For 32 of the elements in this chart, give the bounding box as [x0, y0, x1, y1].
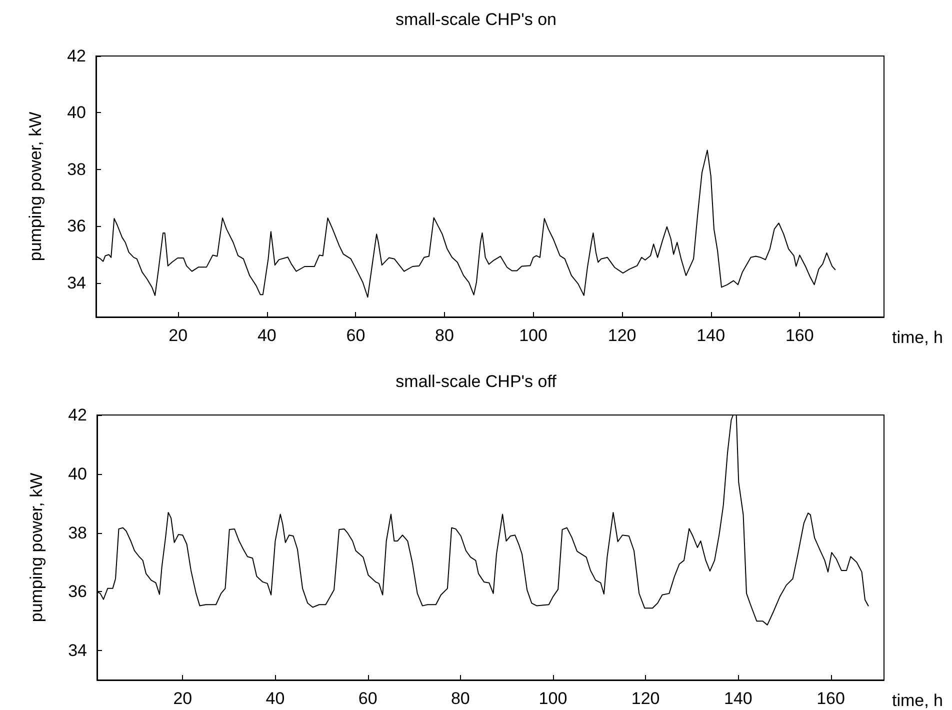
x-tick-label: 120: [608, 326, 636, 345]
y-axis-title: pumping power, kW: [26, 112, 45, 262]
x-tick-label: 20: [173, 689, 192, 708]
x-axis-title: time, h: [892, 328, 944, 347]
y-tick-label: 38: [67, 160, 86, 179]
x-tick-label: 140: [696, 326, 726, 345]
chart-title: small-scale CHP's on: [395, 10, 557, 29]
x-tick-label: 80: [450, 689, 470, 708]
x-tick-label: 120: [631, 689, 660, 708]
y-tick-label: 40: [68, 464, 87, 484]
chart-title: small-scale CHP's off: [396, 372, 557, 391]
x-tick-label: 160: [785, 326, 814, 345]
y-tick-label: 36: [67, 216, 86, 236]
y-tick-label: 42: [68, 406, 87, 424]
x-tick-label: 60: [358, 689, 378, 708]
x-tick-label: 100: [538, 689, 568, 708]
y-tick-label: 36: [68, 582, 87, 602]
y-tick-label: 34: [67, 273, 86, 292]
y-tick-label: 38: [68, 523, 87, 542]
y-tick-label: 42: [67, 46, 86, 66]
x-axis-title: time, h: [892, 691, 944, 710]
x-tick-label: 100: [519, 326, 548, 345]
y-tick-label: 40: [67, 103, 86, 122]
y-axis-title: pumping power, kW: [27, 472, 46, 622]
x-tick-label: 40: [257, 326, 276, 345]
x-tick-label: 140: [724, 689, 752, 708]
x-tick-label: 160: [816, 689, 845, 708]
x-tick-label: 40: [266, 689, 285, 708]
y-tick-label: 34: [68, 641, 87, 660]
x-tick-label: 60: [346, 326, 366, 345]
x-tick-label: 80: [435, 326, 454, 345]
x-tick-label: 20: [168, 326, 188, 345]
